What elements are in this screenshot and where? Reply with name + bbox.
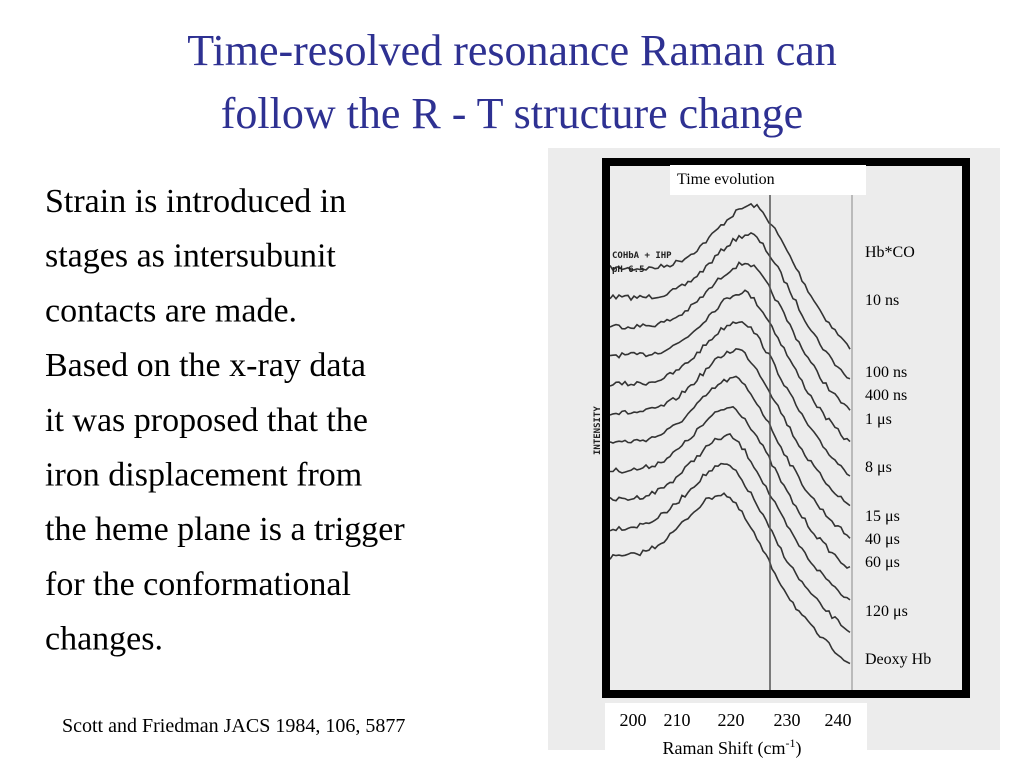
x-tick-label: 210: [664, 710, 691, 730]
annotation: Time evolution: [677, 171, 775, 188]
spectrum-trace: [609, 375, 851, 539]
body-line: changes.: [45, 621, 163, 658]
x-axis-label-text: Raman Shift (cm: [663, 738, 786, 759]
trace-label: 10 ns: [865, 292, 899, 309]
figure-frame: [602, 158, 970, 698]
y-axis-label: INTENSITY: [593, 406, 603, 455]
axis-box: [605, 703, 867, 765]
body-line: stages as intersubunit: [45, 238, 336, 275]
spectrum-trace: [610, 405, 851, 569]
spectrum-trace: [609, 347, 851, 507]
x-tick-label: 200: [620, 710, 647, 730]
trace-label: 400 ns: [865, 387, 907, 404]
trace-labels: Hb*CO 10 ns 100 ns 400 ns 1 μs 8 μs 15 μs 40 μs…: [865, 244, 931, 668]
trace-label: 15 μs: [865, 508, 900, 525]
sample-label: COHbA + IHP: [612, 251, 672, 261]
trace-label: 120 μs: [865, 603, 908, 620]
x-tick-label: 230: [774, 710, 801, 730]
trace-label: 8 μs: [865, 459, 892, 476]
trace-label: 60 μs: [865, 554, 900, 571]
spectrum-trace: [609, 202, 851, 350]
body-line: contacts are made.: [45, 292, 297, 329]
title-line: Time-resolved resonance Raman can: [187, 26, 837, 75]
body-line: Strain is introduced in: [45, 183, 346, 220]
body-line: iron displacement from: [45, 457, 362, 494]
x-tick-label: 240: [825, 710, 852, 730]
figure: Time evolution COHbA + IHP pH 6.5 INTENS…: [548, 148, 1000, 765]
spectrum-trace: [609, 432, 851, 601]
x-axis-label-superscript: -1: [785, 736, 795, 750]
title-line: follow the R - T structure change: [221, 89, 803, 138]
spectrum-trace: [609, 492, 851, 665]
x-tick-label: 220: [718, 710, 745, 730]
spectrum-trace: [609, 320, 851, 477]
x-axis-label-suffix: ): [795, 738, 801, 759]
figure-background: [548, 148, 1000, 750]
trace-label: 1 μs: [865, 411, 892, 428]
trace-label: Deoxy Hb: [865, 651, 931, 668]
annotation-box: [670, 165, 866, 195]
body-line: for the conformational: [45, 566, 351, 603]
x-axis-label: Raman Shift (cm-1): [663, 736, 802, 759]
spectrum-trace: [609, 462, 851, 634]
citation: Scott and Friedman JACS 1984, 106, 5877: [62, 715, 405, 737]
body-line: it was proposed that the: [45, 402, 368, 439]
spectrum-trace: [609, 231, 851, 380]
trace-label: 40 μs: [865, 531, 900, 548]
spectra: [609, 202, 851, 665]
body-line: Based on the x-ray data: [45, 347, 366, 384]
sample-label: pH 6.5: [612, 265, 645, 275]
x-ticks: 200 210 220 230 240: [620, 710, 852, 730]
spectrum-trace: [609, 289, 851, 443]
trace-label: 100 ns: [865, 364, 907, 381]
body-text: Strain is introduced in stages as intersu…: [45, 183, 405, 658]
body-line: the heme plane is a trigger: [45, 511, 405, 548]
spectrum-trace: [609, 261, 851, 411]
trace-label: Hb*CO: [865, 244, 915, 261]
